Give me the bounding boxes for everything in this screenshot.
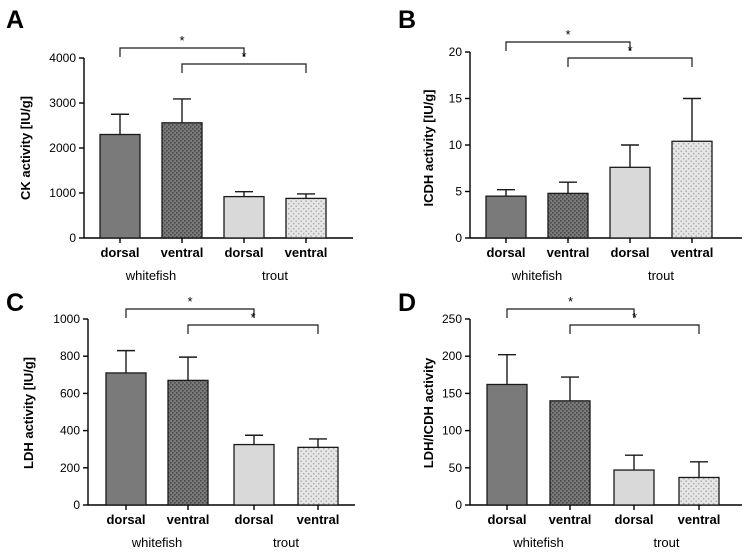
significance-star: *: [565, 27, 570, 42]
charts-root: ACK activity [IU/g]01000200030004000dors…: [6, 6, 742, 550]
x-category-label: dorsal: [486, 245, 525, 260]
y-tick-label: 3000: [49, 96, 76, 110]
bar-dorsal-whitefish: [105, 372, 147, 506]
bar-ventral-whitefish: [167, 379, 209, 506]
y-axis-label: LDH/ICDH activity: [421, 357, 436, 468]
x-category-label: ventral: [167, 512, 210, 527]
y-tick-label: 5: [455, 185, 462, 199]
x-category-label: dorsal: [614, 512, 653, 527]
significance-bracket: [505, 41, 631, 51]
y-tick-label: 200: [60, 461, 80, 475]
x-category-label: ventral: [549, 512, 592, 527]
significance-bracket: [181, 63, 307, 73]
group-label-trout: trout: [273, 535, 299, 550]
x-category-label: ventral: [678, 512, 721, 527]
bar-dorsal-whitefish: [99, 133, 141, 239]
y-tick-label: 50: [449, 461, 463, 475]
chart-panel-b: B ICDH activity [IU/g] 0 5 10 15 20 dorsal ventr…: [398, 6, 742, 283]
y-tick-label: 400: [60, 424, 80, 438]
bar-dorsal-trout: [613, 469, 655, 506]
panel-letter: C: [6, 289, 24, 317]
bar-ventral-trout: [297, 446, 339, 506]
chart-panel-d: D LDH/ICDH activity 0 50 100 150 200 250 dorsal v…: [398, 289, 742, 550]
significance-star: *: [632, 310, 637, 325]
bar-ventral-whitefish: [547, 192, 589, 239]
bar-dorsal-trout: [609, 166, 651, 239]
significance-star: *: [568, 294, 573, 309]
y-tick-label: 20: [449, 45, 463, 59]
group-label-whitefish: whitefish: [131, 535, 183, 550]
significance-bracket: [187, 324, 319, 334]
y-tick-label: 15: [449, 92, 463, 106]
bar-ventral-trout: [285, 197, 327, 239]
group-label-trout: trout: [648, 268, 674, 283]
x-category-label: ventral: [297, 512, 340, 527]
chart-panel-a: A CK activity [IU/g] 0 1000 2000 3000 4000 dors…: [6, 6, 353, 283]
chart-panel-c: C LDH activity [IU/g] 0 200 400 600 800 1000 dor…: [6, 289, 355, 550]
y-tick-label: 0: [455, 498, 462, 512]
x-category-label: dorsal: [234, 512, 273, 527]
y-tick-label: 0: [69, 231, 76, 245]
significance-bracket: [125, 308, 255, 318]
y-tick-label: 2000: [49, 141, 76, 155]
y-axis-label: CK activity [IU/g]: [18, 96, 33, 200]
x-category-label: dorsal: [106, 512, 145, 527]
bar-ventral-whitefish: [161, 122, 203, 239]
significance-star: *: [179, 33, 184, 48]
group-label-whitefish: whitefish: [125, 268, 177, 283]
y-tick-label: 100: [442, 424, 462, 438]
y-tick-label: 4000: [49, 51, 76, 65]
y-tick-label: 0: [73, 498, 80, 512]
x-category-label: dorsal: [224, 245, 263, 260]
bar-dorsal-trout: [233, 443, 275, 506]
y-tick-label: 200: [442, 349, 462, 363]
significance-bracket: [506, 308, 635, 318]
significance-bracket: [567, 57, 693, 67]
significance-star: *: [241, 49, 246, 64]
y-axis-label: LDH activity [IU/g]: [21, 357, 36, 469]
x-category-label: dorsal: [100, 245, 139, 260]
group-label-whitefish: whitefish: [512, 535, 564, 550]
y-tick-label: 1000: [53, 312, 80, 326]
x-category-label: ventral: [285, 245, 328, 260]
bar-ventral-whitefish: [549, 400, 591, 506]
bar-ventral-trout: [678, 476, 720, 506]
bar-ventral-trout: [671, 140, 713, 239]
significance-bracket: [119, 47, 245, 57]
significance-star: *: [250, 310, 255, 325]
x-category-label: ventral: [161, 245, 204, 260]
y-tick-label: 10: [449, 138, 463, 152]
significance-star: *: [627, 43, 632, 58]
panel-letter: A: [6, 6, 24, 34]
group-label-whitefish: whitefish: [511, 268, 563, 283]
y-tick-label: 150: [442, 386, 462, 400]
significance-star: *: [187, 294, 192, 309]
panel-letter: D: [398, 289, 416, 317]
y-tick-label: 0: [455, 231, 462, 245]
significance-bracket: [569, 324, 700, 334]
y-tick-label: 1000: [49, 186, 76, 200]
x-category-label: ventral: [671, 245, 714, 260]
panel-letter: B: [398, 6, 416, 34]
group-label-trout: trout: [653, 535, 679, 550]
bar-dorsal-whitefish: [486, 383, 528, 506]
y-tick-label: 800: [60, 349, 80, 363]
bar-dorsal-whitefish: [485, 195, 527, 239]
group-label-trout: trout: [262, 268, 288, 283]
bar-dorsal-trout: [223, 195, 265, 239]
y-tick-label: 250: [442, 312, 462, 326]
x-category-label: dorsal: [487, 512, 526, 527]
y-tick-label: 600: [60, 386, 80, 400]
x-category-label: dorsal: [610, 245, 649, 260]
x-category-label: ventral: [547, 245, 590, 260]
y-axis-label: ICDH activity [IU/g]: [421, 89, 436, 206]
